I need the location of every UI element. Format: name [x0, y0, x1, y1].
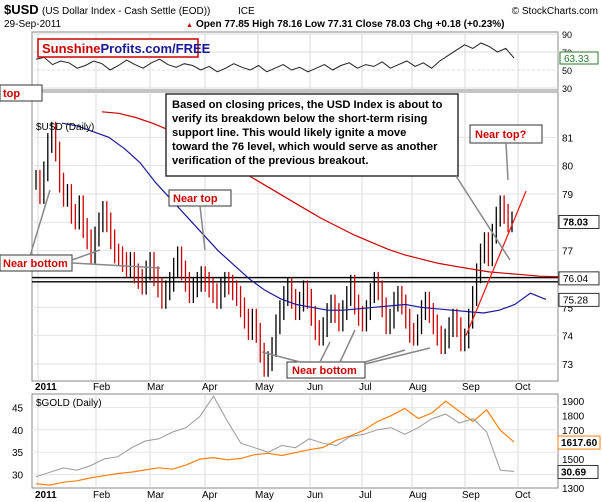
chart-description: (US Dollar Index - Cash Settle (EOD)) [42, 6, 210, 17]
gold-right-tick: 1500 [562, 455, 585, 466]
ma50-line [61, 122, 547, 314]
brand-box [37, 38, 199, 58]
gold-left-tick: 30 [12, 471, 24, 482]
rsi-series [35, 42, 515, 73]
near-bottom-mid-box [286, 361, 366, 379]
month-label: Jun [307, 490, 323, 501]
near-bottom-left-label: Near bottom [3, 258, 68, 270]
rsi-tick-label: 50 [562, 66, 572, 76]
gold-series [35, 395, 515, 486]
usd-tick-label: 81 [562, 133, 574, 144]
gold-right-tick: 1300 [562, 484, 585, 495]
month-label: Mar [147, 382, 165, 393]
chart-date: 29-Sep-2011 [4, 19, 62, 30]
usd-tick-label: 77 [562, 247, 574, 258]
usd-gray-line [35, 395, 515, 478]
chart-symbol: $USD [4, 2, 39, 17]
main-annotation-line-1: Based on closing prices, the USD Index i… [172, 99, 443, 111]
ma200-price-label: 75.28 [563, 295, 588, 306]
usd-series [32, 111, 591, 377]
month-label: May [255, 382, 274, 393]
month-label: Jun [307, 382, 323, 393]
gold-left-tick: 45 [12, 403, 24, 414]
open-arrow-icon: ▲ [186, 22, 193, 29]
usd-tick-label: 80 [562, 162, 574, 173]
gold-current-label: 1617.60 [561, 438, 598, 449]
brand-part-2: Profits.com/FREE [101, 41, 211, 56]
close-price-label: 78.03 [563, 217, 588, 228]
usd-tick-label: 74 [562, 332, 574, 343]
top-left-label: top [3, 88, 20, 100]
main-annotation-line-4: toward the 76 level, which would serve a… [172, 141, 438, 153]
main-annotation-line-3: support line. This would likely ignite a… [172, 127, 406, 139]
ohlc-readout: Open 77.85 High 78.16 Low 77.31 Close 78… [196, 19, 504, 30]
gold-right-tick: 1800 [562, 412, 585, 423]
month-label: 2011 [35, 490, 57, 501]
rsi-current-badge [559, 51, 599, 65]
main-annotation-box [165, 93, 459, 177]
month-label: Jul [359, 382, 372, 393]
gold-left-tick: 35 [12, 448, 24, 459]
usd-tick-label: 73 [562, 360, 574, 371]
month-label: Apr [202, 382, 218, 393]
ma200-price-label-box [558, 292, 600, 307]
chart-exchange: ICE [238, 6, 255, 17]
month-label: Mar [147, 490, 165, 501]
month-label: Sep [462, 490, 480, 501]
gold-panel [31, 393, 559, 489]
rsi-tick-label: 30 [562, 84, 572, 94]
usd-panel-title: $USD (Daily) [36, 122, 94, 133]
month-label: Feb [93, 490, 111, 501]
rsi-current-label: 63.33 [564, 54, 589, 65]
axis-labels: 2011 2011 Feb Feb Mar Mar Apr Apr May May Jun Jun Ju… [12, 30, 601, 501]
gold-line [35, 400, 515, 486]
month-label: Oct [515, 382, 531, 393]
ma50-price-label: 76.04 [563, 274, 588, 285]
month-label: Feb [93, 382, 111, 393]
rsi-line [35, 42, 515, 73]
usd-tick-label: 79 [562, 190, 574, 201]
month-label: 2011 [35, 382, 57, 393]
main-annotation-line-2: verify its breakdown below the short-ter… [172, 113, 428, 125]
near-top-label: Near top [173, 193, 218, 205]
top-left-box [0, 84, 43, 102]
chart-source: © StockCharts.com [512, 6, 598, 17]
month-label: Apr [202, 490, 218, 501]
month-label: Jul [359, 490, 372, 501]
close-price-label-box [558, 214, 600, 229]
gold-left-tick: 40 [12, 426, 24, 437]
near-bottom-mid-label: Near bottom [292, 365, 357, 377]
gold-panel-title: $GOLD (Daily) [36, 398, 102, 409]
month-label: May [255, 490, 274, 501]
usd-current-box [557, 464, 599, 479]
month-label: Aug [409, 382, 427, 393]
usd-tick-label: 75 [562, 303, 574, 314]
month-label: Aug [409, 490, 427, 501]
rsi-tick-label: 90 [562, 30, 572, 40]
annotation-pointers [29, 142, 511, 365]
gold-current-box [557, 435, 601, 450]
ma50-price-label-box [558, 271, 600, 286]
brand-text: SunshineProfits.com/FREE [42, 41, 211, 56]
rising-support-line [465, 190, 527, 336]
month-label: Oct [515, 490, 531, 501]
near-top-q-label: Near top? [475, 129, 527, 141]
gold-right-tick: 1700 [562, 426, 585, 437]
brand-part-1: Sunshine [42, 41, 101, 56]
month-label: Sep [462, 382, 480, 393]
main-annotation-line-5: verification of the previous breakout. [172, 155, 368, 167]
gold-right-tick: 1900 [562, 397, 585, 408]
usd-current-label: 30.69 [561, 467, 586, 478]
